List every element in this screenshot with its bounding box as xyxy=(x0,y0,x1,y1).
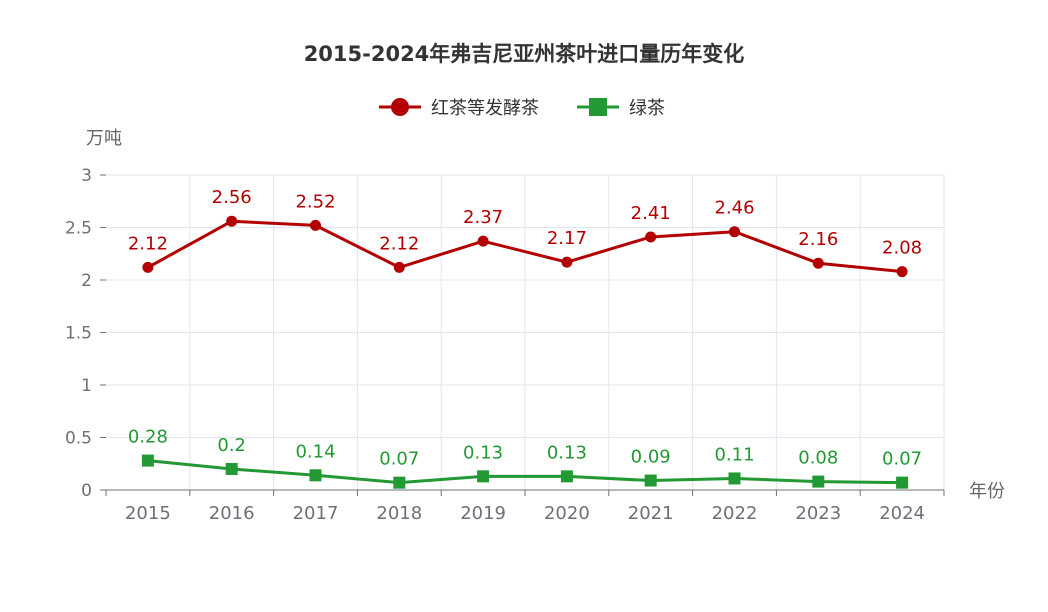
data-label: 2.56 xyxy=(212,187,252,208)
x-axis-label: 年份 xyxy=(969,481,1005,502)
data-label: 0.08 xyxy=(798,448,838,469)
y-tick-label: 2.5 xyxy=(65,219,92,239)
x-tick-label: 2020 xyxy=(544,503,590,524)
data-point xyxy=(226,215,238,227)
data-label: 2.16 xyxy=(798,229,838,250)
data-labels: 2.12 2.56 2.52 2.12 2.37 2.17 2.41 2.46 2.16 2.08… xyxy=(128,187,922,469)
data-point xyxy=(393,476,406,489)
y-tick-label: 3 xyxy=(81,166,92,186)
data-label: 2.17 xyxy=(547,228,587,249)
legend-item-green-tea[interactable]: 绿茶 xyxy=(577,98,665,119)
data-point xyxy=(561,256,573,268)
x-tick-label: 2021 xyxy=(628,503,674,524)
y-tick-label: 2 xyxy=(81,271,92,291)
data-label: 2.12 xyxy=(128,233,168,254)
data-label: 2.37 xyxy=(463,207,503,228)
data-label: 2.41 xyxy=(631,203,671,224)
y-tick-label: 0.5 xyxy=(65,429,92,449)
data-point xyxy=(560,470,573,483)
x-tick-label: 2017 xyxy=(293,503,339,524)
data-point xyxy=(729,226,740,238)
x-tick-label: 2023 xyxy=(795,503,841,524)
data-point xyxy=(896,476,909,489)
data-point xyxy=(728,472,741,485)
y-tick-label: 1.5 xyxy=(65,324,92,344)
legend-label-black-tea: 红茶等发酵茶 xyxy=(431,98,539,119)
x-tick-label: 2019 xyxy=(460,503,506,524)
legend: 红茶等发酵茶 绿茶 xyxy=(379,98,665,119)
axes: 0 0.5 1 1.5 2 2.5 3 2015 2016 2017 2018 2019 2020 202… xyxy=(65,166,945,524)
legend-label-green-tea: 绿茶 xyxy=(629,98,665,119)
data-point xyxy=(896,266,908,278)
x-tick-label: 2015 xyxy=(125,503,171,524)
data-label: 0.09 xyxy=(631,447,671,468)
y-axis-label: 万吨 xyxy=(86,128,122,149)
data-point xyxy=(644,474,657,487)
x-tick-label: 2022 xyxy=(712,503,758,524)
data-label: 2.46 xyxy=(714,198,754,219)
data-point xyxy=(812,257,824,269)
chart-title: 2015-2024年弗吉尼亚州茶叶进口量历年变化 xyxy=(304,42,745,66)
data-point xyxy=(141,454,154,467)
data-point xyxy=(309,469,322,482)
x-tick-label: 2018 xyxy=(376,503,422,524)
data-point xyxy=(225,463,238,475)
data-point xyxy=(477,470,490,483)
data-label: 0.28 xyxy=(128,427,168,448)
series-line-1 xyxy=(147,459,903,485)
series-line-0 xyxy=(147,219,903,274)
x-tick-label: 2024 xyxy=(879,503,925,524)
data-label: 0.13 xyxy=(463,442,503,463)
data-point xyxy=(310,219,321,231)
series-layer xyxy=(141,215,909,489)
data-point xyxy=(142,261,154,273)
legend-item-black-tea[interactable]: 红茶等发酵茶 xyxy=(379,98,539,119)
data-point xyxy=(393,261,405,273)
data-point xyxy=(477,235,489,247)
data-label: 0.11 xyxy=(714,444,754,465)
y-tick-label: 1 xyxy=(81,376,92,396)
data-point xyxy=(812,475,825,488)
data-label: 2.52 xyxy=(295,191,335,212)
data-label: 0.13 xyxy=(547,442,587,463)
data-label: 2.08 xyxy=(882,238,922,259)
data-label: 2.12 xyxy=(379,233,419,254)
data-label: 0.14 xyxy=(295,441,335,462)
data-point xyxy=(645,231,657,243)
data-label: 0.07 xyxy=(379,449,419,470)
data-label: 0.2 xyxy=(217,435,246,456)
y-tick-label: 0 xyxy=(81,481,92,501)
grid xyxy=(106,174,945,490)
data-label: 0.07 xyxy=(882,449,922,470)
x-tick-label: 2016 xyxy=(209,503,255,524)
